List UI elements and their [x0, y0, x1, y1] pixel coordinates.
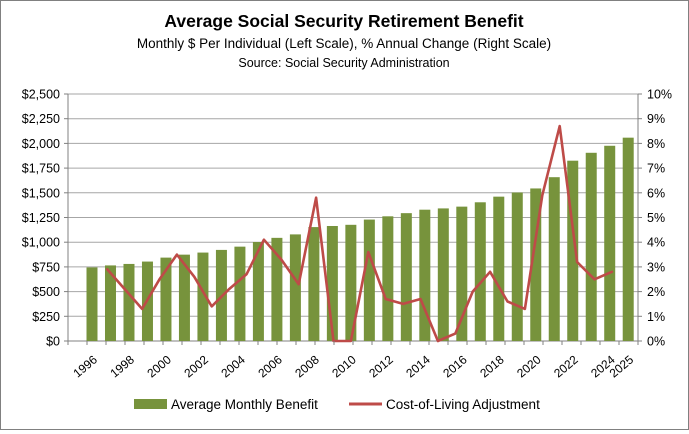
bar-2019	[511, 192, 523, 341]
bar-2023	[585, 152, 597, 341]
bar-2020	[530, 188, 542, 341]
x-axis-label-2014: 2014	[403, 352, 433, 380]
left-axis-tick-label: $2,500	[22, 88, 60, 102]
bar-1998	[123, 263, 135, 341]
x-axis-label-2018: 2018	[477, 352, 507, 380]
left-axis-tick-label: $2,250	[22, 112, 60, 126]
axes	[64, 93, 642, 345]
x-axis-label-2000: 2000	[144, 352, 174, 380]
bar-2010	[345, 224, 357, 341]
bar-2022	[567, 160, 579, 341]
bar-2018	[493, 196, 505, 341]
legend-bar-swatch	[134, 399, 167, 409]
bar-2024	[604, 145, 616, 341]
chart-subtitle: Monthly $ Per Individual (Left Scale), %…	[137, 36, 551, 51]
chart-source: Source: Social Security Administration	[238, 56, 449, 70]
right-axis-tick-label: 7%	[647, 162, 665, 176]
legend: Average Monthly Benefit Cost-of-Living A…	[134, 397, 540, 412]
bar-2004	[234, 246, 246, 341]
right-axis-tick-label: 8%	[647, 137, 665, 151]
legend-bar-label: Average Monthly Benefit	[171, 397, 318, 412]
left-axis-tick-label: $250	[32, 310, 60, 324]
right-axis-tick-label: 3%	[647, 260, 665, 274]
cola-line	[106, 124, 614, 343]
bar-2009	[326, 225, 338, 341]
bar-2011	[363, 219, 375, 341]
x-axis-label-1996: 1996	[70, 352, 100, 380]
x-axis-label-2010: 2010	[329, 352, 359, 380]
bar-2021	[548, 177, 560, 341]
right-axis-labels: 0% 1% 2% 3% 4% 5% 6% 7% 8% 9% 10%	[647, 88, 672, 349]
left-axis-tick-label: $1,500	[22, 186, 60, 200]
bar-2006	[271, 237, 283, 341]
bar-2014	[419, 209, 431, 341]
bar-2001	[178, 254, 190, 341]
bar-2015	[437, 208, 449, 341]
right-axis-tick-label: 4%	[647, 236, 665, 250]
left-axis-tick-label: $1,750	[22, 162, 60, 176]
right-axis-tick-label: 10%	[647, 88, 672, 102]
x-axis-labels: 1996 1998 2000 2002 2004 2006 2008 2010 2012 2014…	[70, 352, 636, 380]
x-axis-label-2004: 2004	[218, 352, 248, 380]
bar-2013	[400, 213, 412, 341]
line-series	[106, 124, 614, 343]
left-axis-labels: $0 $250 $500 $750 $1,000 $1,250 $1,500 $1,750 $2…	[22, 88, 60, 349]
bar-2000	[160, 257, 172, 341]
x-axis-label-2016: 2016	[440, 352, 470, 380]
left-axis-tick-label: $500	[32, 285, 60, 299]
bar-2012	[382, 216, 394, 341]
x-axis-label-2022: 2022	[551, 352, 581, 380]
x-axis-label-2020: 2020	[514, 352, 544, 380]
left-axis-tick-label: $0	[46, 335, 60, 349]
x-axis-label-2006: 2006	[255, 352, 285, 380]
bar-2002	[197, 252, 209, 341]
right-axis-tick-label: 6%	[647, 186, 665, 200]
bar-1997	[104, 265, 116, 341]
bar-2017	[474, 202, 486, 341]
chart-title: Average Social Security Retirement Benef…	[164, 11, 523, 31]
x-axis-label-2008: 2008	[292, 352, 322, 380]
left-axis-tick-label: $1,000	[22, 236, 60, 250]
right-axis-tick-label: 2%	[647, 285, 665, 299]
right-axis-tick-label: 9%	[647, 112, 665, 126]
bar-2025	[622, 137, 634, 341]
bar-2008	[308, 227, 320, 341]
left-axis-tick-label: $750	[32, 260, 60, 274]
right-axis-tick-label: 1%	[647, 310, 665, 324]
bar-2016	[456, 206, 468, 341]
left-axis-tick-label: $1,250	[22, 211, 60, 225]
legend-line-label: Cost-of-Living Adjustment	[386, 397, 540, 412]
bar-2007	[289, 234, 301, 341]
x-axis-label-2002: 2002	[181, 352, 211, 380]
bar-1996	[86, 267, 98, 341]
x-axis-label-1998: 1998	[107, 352, 137, 380]
right-axis-tick-label: 0%	[647, 335, 665, 349]
left-axis-tick-label: $2,000	[22, 137, 60, 151]
right-axis-tick-label: 5%	[647, 211, 665, 225]
bar-2005	[252, 242, 264, 341]
x-axis-label-2012: 2012	[366, 352, 396, 380]
